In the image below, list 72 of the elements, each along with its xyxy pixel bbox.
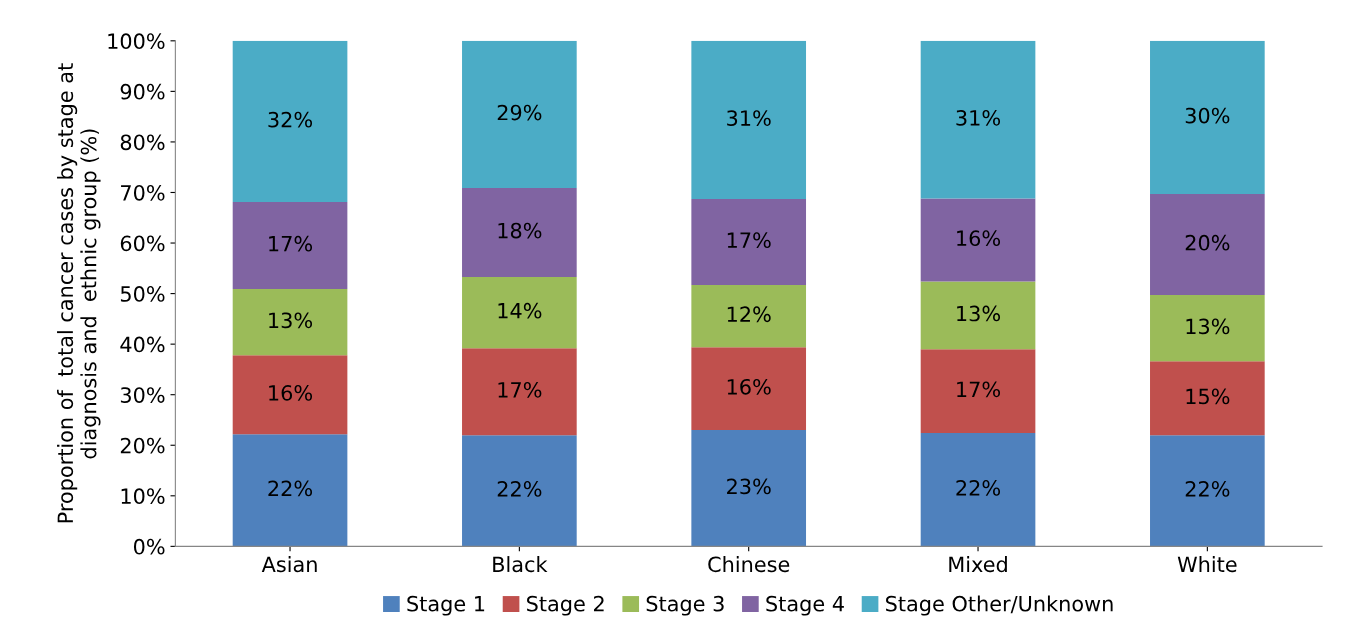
bar bbox=[462, 40, 577, 188]
data-label: 15% bbox=[1186, 388, 1230, 405]
bar bbox=[920, 281, 1036, 350]
bar bbox=[691, 40, 807, 200]
data-label: 22% bbox=[956, 480, 1001, 496]
bar bbox=[1150, 361, 1265, 436]
data-label: 22% bbox=[1185, 481, 1230, 497]
data-label: 16% bbox=[957, 230, 1001, 247]
y-tick-label: 20% bbox=[120, 437, 165, 454]
y-tick-label: 0% bbox=[133, 538, 165, 555]
bar bbox=[232, 355, 348, 435]
y-tick-label: 80% bbox=[120, 134, 165, 151]
bar bbox=[691, 430, 807, 547]
y-tick-label: 30% bbox=[120, 387, 165, 403]
data-label: 17% bbox=[498, 381, 542, 398]
x-tick-label: Mixed bbox=[949, 556, 1007, 573]
y-tick-label: 40% bbox=[120, 336, 165, 353]
legend-label: Stage 1 bbox=[407, 595, 485, 616]
x-tick-label: Asian bbox=[261, 556, 317, 573]
data-label: 31% bbox=[727, 110, 771, 126]
data-label: 23% bbox=[727, 478, 771, 495]
data-label: 13% bbox=[1186, 318, 1230, 335]
data-label: 16% bbox=[269, 384, 313, 401]
bar bbox=[1150, 435, 1265, 547]
data-label: 13% bbox=[269, 312, 313, 329]
data-label: 17% bbox=[957, 381, 1001, 398]
y-tick-label: 60% bbox=[120, 235, 165, 252]
data-label: 17% bbox=[727, 232, 771, 249]
y-tick-label: 70% bbox=[121, 184, 165, 201]
data-label: 18% bbox=[498, 222, 542, 239]
legend-label: Stage Other/Unknown bbox=[886, 595, 1113, 616]
bar bbox=[920, 349, 1036, 434]
data-label: 30% bbox=[1185, 107, 1230, 124]
bar bbox=[1150, 194, 1265, 296]
x-tick-label: Black bbox=[493, 556, 548, 573]
bar bbox=[232, 434, 348, 547]
data-label: 22% bbox=[497, 481, 542, 497]
data-label: 29% bbox=[497, 104, 542, 121]
x-tick-label: Chinese bbox=[708, 556, 790, 573]
legend-label: Stage 3 bbox=[646, 595, 724, 616]
data-label: 12% bbox=[727, 306, 771, 323]
legend-label: Stage 2 bbox=[527, 595, 604, 616]
data-label: 20% bbox=[1185, 234, 1230, 251]
data-label: 32% bbox=[268, 111, 313, 128]
data-label: 14% bbox=[498, 302, 542, 319]
data-label: 16% bbox=[727, 378, 771, 395]
y-tick-label: 50% bbox=[120, 286, 165, 302]
y-axis-title: Proportion of total cancer cases by stage at diagnosis and ethnic group (%) bbox=[57, 63, 101, 523]
data-label: 22% bbox=[268, 480, 313, 497]
bar bbox=[691, 285, 807, 348]
legend-label: Stage 4 bbox=[766, 595, 844, 616]
bar bbox=[462, 435, 577, 547]
bar bbox=[1150, 295, 1265, 362]
data-label: 17% bbox=[269, 235, 313, 252]
bar bbox=[691, 199, 807, 285]
y-tick-label: 10% bbox=[121, 488, 165, 505]
y-tick-label: 100% bbox=[108, 33, 165, 50]
bar bbox=[232, 40, 348, 203]
y-tick-label: 90% bbox=[120, 83, 165, 100]
x-tick-label: White bbox=[1177, 556, 1237, 573]
bar bbox=[920, 40, 1036, 199]
bar bbox=[462, 276, 577, 349]
bar bbox=[232, 202, 348, 290]
bar bbox=[691, 347, 807, 431]
bar bbox=[462, 187, 577, 277]
bar bbox=[920, 433, 1036, 547]
data-label: 13% bbox=[957, 305, 1001, 322]
bar bbox=[232, 289, 348, 356]
bar bbox=[920, 198, 1036, 282]
bar bbox=[462, 348, 577, 436]
bar bbox=[1150, 40, 1265, 194]
data-label: 31% bbox=[956, 109, 1001, 126]
